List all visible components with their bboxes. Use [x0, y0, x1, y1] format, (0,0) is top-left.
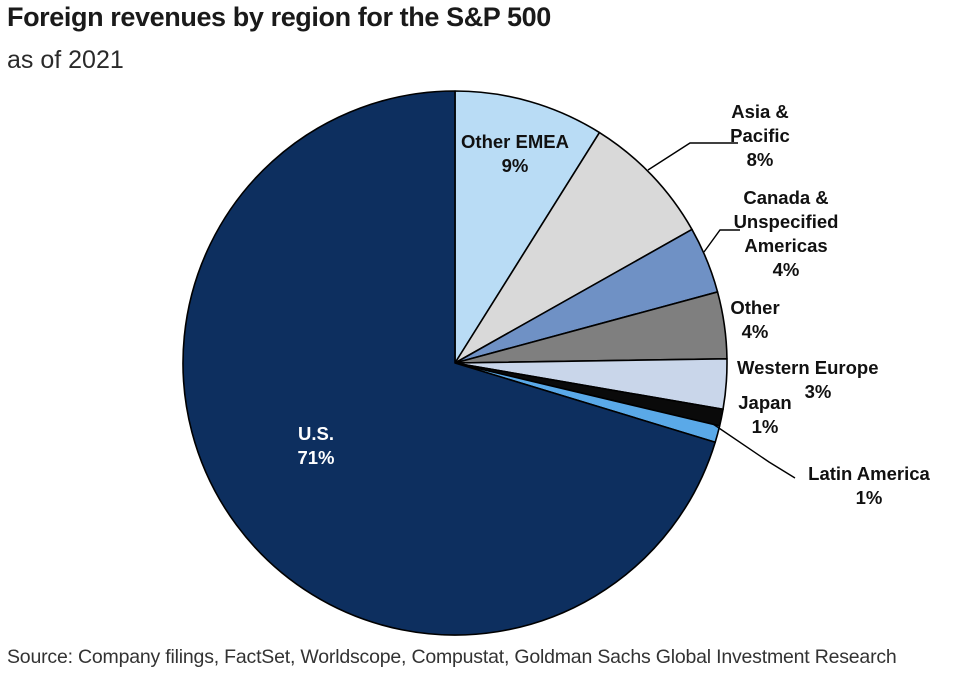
- slice-label-western-europe: Western Europe: [737, 357, 879, 378]
- slice-label-other-emea: Other EMEA: [461, 131, 569, 152]
- slice-labels: Other EMEA 9% Asia & Pacific 8% Canada & Unspe…: [297, 101, 930, 508]
- slice-label-canada-and-unspecified-americas: Canada & Unspecified Americas: [734, 187, 839, 256]
- slice-label-u-s: U.S.: [298, 423, 334, 444]
- slice-value-asia-and-pacific-ex-japan: 8%: [747, 149, 774, 170]
- leader-lines: [647, 142, 796, 479]
- leader-line-latin-america: [712, 423, 796, 479]
- chart-subtitle: as of 2021: [7, 46, 124, 74]
- slice-value-latin-america: 1%: [856, 487, 883, 508]
- pie-slice-u-s: [182, 90, 717, 636]
- slice-value-other-emea: 9%: [502, 155, 529, 176]
- slice-label-latin-america: Latin America: [808, 463, 930, 484]
- pie-slice-other-emea: [454, 90, 601, 364]
- pie-slice-asia-and-pacific-ex-japan: [454, 131, 693, 364]
- slice-value-other: 4%: [742, 321, 769, 342]
- chart-title: Foreign revenues by region for the S&P 5…: [7, 2, 551, 32]
- slice-value-japan: 1%: [752, 416, 779, 437]
- leader-line-canada-and-unspecified-americas: [703, 229, 740, 253]
- slice-label-other: Other: [730, 297, 779, 318]
- slice-label-japan: Japan: [738, 392, 791, 413]
- slice-value-u-s: 71%: [297, 447, 334, 468]
- slice-value-canada-and-unspecified-americas: 4%: [773, 259, 800, 280]
- leader-line-asia-and-pacific-ex-japan: [647, 142, 738, 171]
- slice-value-western-europe: 3%: [805, 381, 832, 402]
- slice-label-asia-and-pacific-ex-japan: Asia & Pacific: [730, 101, 790, 146]
- source-note: Source: Company filings, FactSet, Worlds…: [7, 646, 897, 668]
- pie-slices: [182, 90, 728, 636]
